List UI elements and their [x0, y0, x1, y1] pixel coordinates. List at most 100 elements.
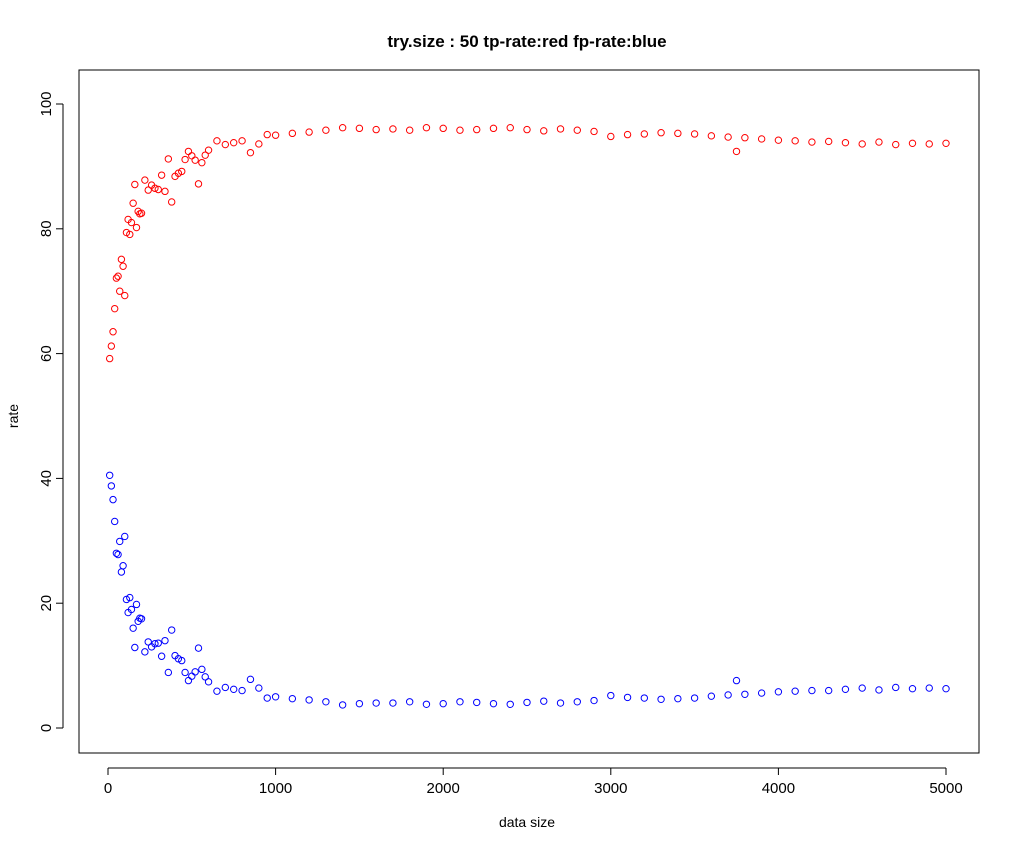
- series-0-point-61: [506, 124, 514, 132]
- series-1-point-59: [473, 698, 481, 707]
- series-0-point-38: [201, 151, 209, 159]
- series-0-point-65: [573, 126, 581, 134]
- series-0-point-43: [238, 137, 246, 145]
- series-0-point-87: [925, 140, 933, 148]
- series-0-point-68: [623, 130, 632, 139]
- series-1-point-68: [623, 693, 632, 702]
- series-1-point-14: [129, 624, 137, 632]
- series-1-point-88: [942, 684, 950, 693]
- y-tick-label-1: 20: [38, 595, 55, 612]
- series-1-point-58: [456, 698, 464, 706]
- series-0-point-72: [690, 130, 699, 138]
- series-0-point-52: [355, 124, 364, 133]
- series-0-point-74: [724, 133, 732, 141]
- x-tick-label-2: 2000: [427, 780, 460, 797]
- series-1-point-48: [288, 694, 297, 703]
- series-1-point-84: [875, 686, 883, 694]
- series-1-point-0: [105, 471, 114, 479]
- series-0-point-37: [198, 158, 206, 167]
- series-1-point-56: [422, 700, 431, 708]
- series-1-point-82: [841, 685, 850, 694]
- series-0-point-64: [556, 125, 565, 133]
- series-0-point-27: [164, 155, 173, 163]
- series-1: [105, 471, 950, 709]
- series-0-point-41: [221, 140, 230, 149]
- series-1-point-7: [117, 568, 126, 576]
- series-1-point-16: [132, 600, 141, 609]
- x-tick-label-0: 0: [104, 780, 112, 797]
- x-tick-label-3: 3000: [594, 780, 627, 797]
- series-0-point-33: [184, 147, 193, 156]
- series-1-point-6: [116, 537, 124, 546]
- series-0-point-56: [422, 124, 431, 132]
- series-0-point-20: [141, 176, 149, 184]
- series-0-point-57: [439, 124, 447, 133]
- series-1-point-79: [791, 687, 799, 695]
- series-1-point-15: [131, 643, 139, 652]
- series-1-point-2: [109, 495, 117, 504]
- series-0-point-28: [167, 198, 176, 206]
- series-0-point-35: [191, 156, 199, 164]
- series-1-point-61: [506, 700, 514, 708]
- series-0-point-60: [489, 124, 498, 133]
- series-1-point-57: [439, 699, 447, 708]
- series-0-point-79: [791, 137, 799, 145]
- series-1-point-4: [112, 549, 121, 557]
- y-tick-label-2: 40: [38, 470, 55, 487]
- series-0-point-19: [137, 209, 146, 217]
- series-1-point-33: [184, 676, 193, 685]
- series-1-point-73: [707, 692, 716, 700]
- series-0-point-23: [151, 184, 159, 192]
- series-1-point-36: [194, 644, 203, 652]
- series-0-point-36: [194, 180, 203, 188]
- series-1-point-23: [151, 640, 159, 648]
- series-0-point-32: [181, 155, 189, 164]
- series-1-point-31: [178, 656, 186, 665]
- series-0-point-3: [111, 304, 119, 313]
- series-1-point-47: [271, 693, 280, 701]
- series-1-point-51: [338, 701, 347, 709]
- series-1-point-25: [157, 652, 166, 660]
- series-1-point-66: [590, 696, 598, 705]
- series-0-point-71: [674, 129, 682, 138]
- series-0-point-55: [405, 126, 414, 134]
- series-0-point-14: [129, 199, 137, 207]
- x-tick-label-5: 5000: [929, 780, 962, 797]
- series-1-point-63: [540, 697, 548, 705]
- series-1-point-26: [161, 636, 169, 645]
- series-0-point-63: [540, 127, 548, 135]
- series-1-point-72: [690, 694, 699, 702]
- series-0-point-13: [127, 218, 136, 227]
- series-0-point-53: [372, 125, 380, 134]
- series-1-point-5: [114, 550, 122, 559]
- series-0-point-2: [109, 328, 117, 336]
- series-1-point-41: [221, 683, 230, 692]
- series-0-point-69: [640, 130, 649, 138]
- series-0-point-26: [161, 187, 169, 196]
- series-1-point-85: [892, 683, 900, 692]
- series-1-point-44: [246, 675, 255, 684]
- series-0-point-31: [178, 167, 186, 176]
- series-0-point-59: [473, 125, 481, 134]
- series-1-point-65: [573, 698, 581, 706]
- series-0-point-50: [322, 126, 330, 134]
- series-1-point-27: [164, 668, 173, 677]
- series-0-point-51: [338, 124, 347, 132]
- series-0-point-45: [255, 140, 263, 148]
- series-1-point-62: [523, 698, 531, 707]
- y-tick-label-3: 60: [38, 345, 55, 362]
- series-1-point-12: [126, 593, 134, 602]
- series-1-point-80: [808, 686, 816, 695]
- series-1-point-53: [372, 699, 380, 707]
- series-1-point-40: [213, 687, 221, 695]
- y-tick-label-4: 80: [38, 220, 55, 237]
- series-1-point-21: [144, 638, 152, 646]
- series-0-point-81: [824, 137, 833, 146]
- series-1-point-46: [263, 694, 271, 702]
- series-0-point-78: [774, 136, 783, 144]
- series-1-point-42: [230, 685, 238, 694]
- series-1-point-67: [607, 691, 615, 700]
- series-0: [105, 124, 950, 363]
